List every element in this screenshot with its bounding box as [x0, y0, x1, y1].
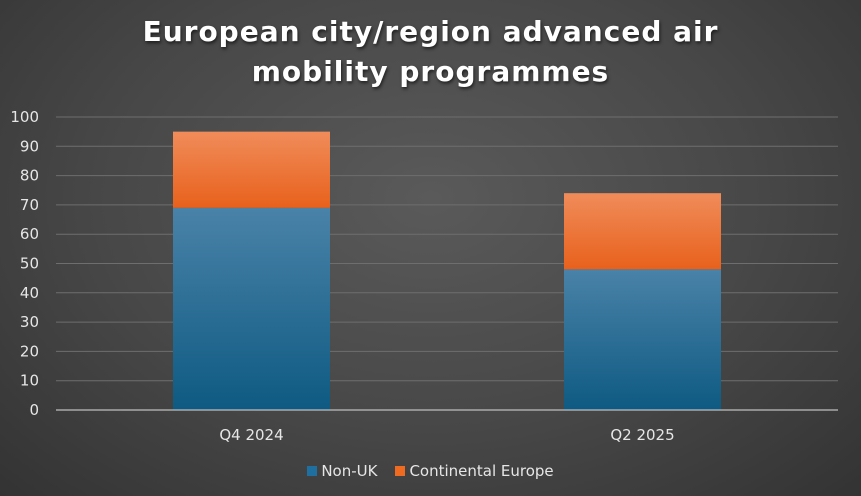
x-tick-label: Q2 2025: [610, 426, 674, 444]
x-tick-label: Q4 2024: [219, 426, 283, 444]
bar-continental-europe-q4-2024: [173, 131, 330, 208]
y-tick-label: 30: [20, 313, 39, 331]
y-tick-label: 80: [20, 167, 39, 185]
legend-label-continental-europe: Continental Europe: [409, 462, 554, 480]
y-tick-label: 90: [20, 137, 39, 155]
legend-label-non-uk: Non-UK: [321, 462, 378, 480]
y-tick-label: 70: [20, 196, 39, 214]
chart-title-line-1: European city/region advanced air: [142, 15, 719, 48]
legend-item-non-uk: Non-UK: [307, 462, 377, 480]
legend: Non-UK Continental Europe: [0, 462, 861, 480]
y-tick-label: 100: [10, 108, 39, 126]
y-tick-label: 10: [20, 372, 39, 390]
chart-title: European city/region advanced air mobili…: [0, 12, 861, 92]
bar-non-uk-q2-2025: [564, 269, 721, 410]
legend-item-continental-europe: Continental Europe: [395, 462, 554, 480]
y-tick-label: 60: [20, 225, 39, 243]
y-tick-label: 20: [20, 342, 39, 360]
y-tick-label: 0: [29, 401, 39, 419]
bar-non-uk-q4-2024: [173, 207, 330, 410]
legend-swatch-continental-europe: [395, 466, 406, 476]
chart-title-line-2: mobility programmes: [251, 55, 610, 88]
y-tick-label: 40: [20, 284, 39, 302]
y-tick-label: 50: [20, 255, 39, 273]
bar-continental-europe-q2-2025: [564, 193, 721, 270]
legend-swatch-non-uk: [307, 466, 318, 476]
